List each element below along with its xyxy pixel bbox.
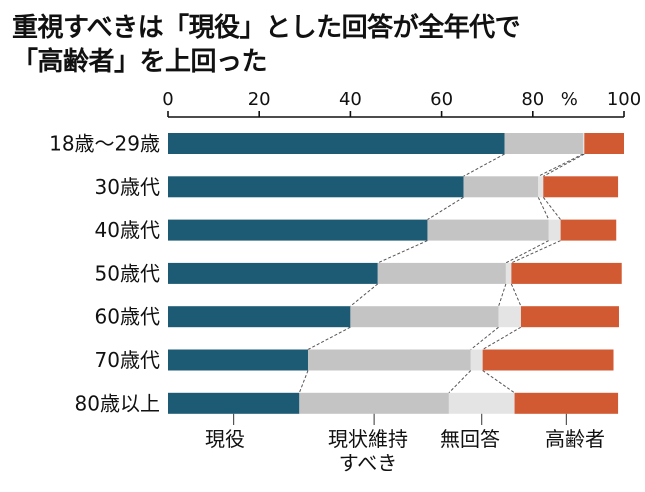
bar-segment — [168, 219, 428, 241]
bar-segment — [514, 392, 619, 414]
legend-label: 現状維持 — [328, 427, 408, 451]
connector-line — [307, 326, 351, 350]
legend-label: すべき — [339, 451, 398, 475]
bar-segment — [511, 262, 622, 284]
bar-segment — [168, 392, 300, 414]
category-label: 30歳代 — [95, 175, 160, 199]
connector-lines — [298, 153, 585, 394]
bar-segment — [505, 262, 512, 284]
x-axis: 0 20 40 60 80 100% — [162, 89, 641, 118]
legend-label: 現役 — [205, 427, 245, 451]
bar-segment — [168, 306, 351, 328]
category-label: 18歳〜29歳 — [49, 132, 160, 156]
x-tick-label: 80 — [521, 89, 544, 110]
bar-segment — [427, 219, 549, 241]
bars — [168, 133, 624, 414]
connector-line — [482, 326, 522, 350]
connector-line — [542, 196, 562, 220]
category-label: 40歳代 — [95, 218, 160, 242]
connector-line — [470, 326, 499, 350]
bar-segment — [498, 306, 521, 328]
connector-line — [498, 283, 507, 307]
category-label: 80歳以上 — [75, 391, 160, 415]
bar-segment — [560, 219, 617, 241]
x-tick-label: 40 — [339, 89, 362, 110]
connector-line — [482, 370, 515, 394]
connector-line — [537, 197, 550, 220]
connector-line — [510, 283, 522, 307]
bar-segment — [504, 133, 583, 154]
bar-segment — [168, 349, 308, 371]
connector-line — [427, 196, 464, 221]
percent-symbol: % — [561, 89, 578, 110]
bar-segment — [543, 176, 619, 198]
bar-segment — [168, 262, 378, 284]
x-tick-label: 100 — [607, 89, 641, 110]
connector-line — [511, 240, 561, 264]
category-labels: 18歳〜29歳 30歳代 40歳代 50歳代 60歳代 70歳代 80歳以上 — [49, 132, 160, 416]
connector-line — [543, 153, 585, 177]
legend-label: 高齢者 — [545, 427, 605, 451]
bar-segment — [584, 133, 624, 154]
bar-segment — [482, 349, 614, 371]
bar-segment — [548, 219, 561, 241]
connector-line — [538, 153, 584, 177]
chart-title-line-1: 重視すべきは「現役」とした回答が全年代で — [12, 13, 521, 43]
connector-line — [350, 283, 379, 307]
bar-segment — [377, 262, 506, 284]
bar-segment — [520, 306, 619, 328]
bar-segment — [470, 349, 483, 371]
x-tick-label: 0 — [162, 89, 173, 110]
connector-line — [448, 370, 472, 394]
chart-title-line-2: 「高齢者」を上回った — [12, 47, 268, 77]
bar-segment — [538, 176, 544, 198]
connector-line — [377, 240, 428, 264]
bar-segment — [350, 306, 499, 328]
bar-segment — [299, 392, 449, 414]
connector-line — [505, 240, 549, 264]
category-label: 50歳代 — [95, 261, 160, 285]
x-tick-label: 20 — [248, 89, 271, 110]
category-label: 70歳代 — [95, 348, 160, 372]
bar-segment — [463, 176, 539, 198]
x-tick-label: 60 — [430, 89, 453, 110]
bar-segment — [307, 349, 471, 371]
category-label: 60歳代 — [95, 305, 160, 329]
connector-line — [298, 370, 309, 393]
bar-segment — [168, 133, 505, 154]
connector-line — [463, 153, 505, 177]
bar-segment — [582, 133, 585, 154]
bar-segment — [168, 176, 464, 198]
legend-label: 無回答 — [440, 427, 500, 451]
bar-segment — [448, 392, 515, 414]
